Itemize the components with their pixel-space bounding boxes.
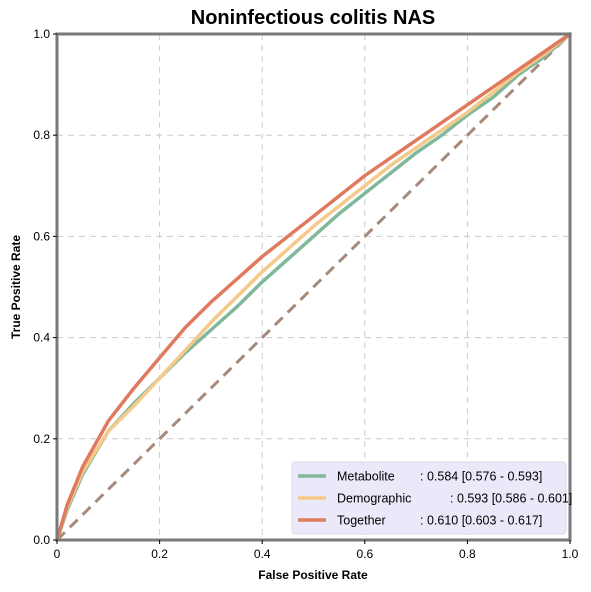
chart-title: Noninfectious colitis NAS bbox=[191, 7, 435, 29]
plot-frame bbox=[55, 32, 572, 542]
x-tick-label: 0.2 bbox=[151, 547, 168, 561]
legend-value-together: : 0.610 [0.603 - 0.617] bbox=[420, 514, 542, 528]
y-tick-label: 0.0 bbox=[33, 533, 50, 547]
x-tick-label: 0 bbox=[54, 547, 61, 561]
y-tick-label: 0.4 bbox=[33, 331, 50, 345]
reference-diagonal-line bbox=[55, 32, 572, 542]
x-tick-label: 0.8 bbox=[459, 547, 476, 561]
legend-label-together: Together bbox=[337, 514, 386, 528]
legend-box bbox=[291, 461, 567, 535]
y-tick-label: 0.2 bbox=[33, 432, 50, 446]
series-lines bbox=[55, 32, 572, 542]
y-tick-label: 0.6 bbox=[33, 229, 50, 243]
series-line-together bbox=[55, 32, 572, 542]
grid bbox=[57, 34, 570, 540]
y-tick-label: 1.0 bbox=[33, 27, 50, 41]
legend-label-metabolite: Metabolite bbox=[337, 470, 395, 484]
legend: Metabolite : 0.584 [0.576 - 0.593] Demogra… bbox=[291, 461, 572, 535]
x-tick-label: 0.6 bbox=[356, 547, 373, 561]
y-ticks: 0.0 0.2 0.4 0.6 0.8 1.0 bbox=[33, 27, 57, 547]
reference-line-group bbox=[55, 32, 572, 542]
legend-value-demographic: : 0.593 [0.586 - 0.601] bbox=[450, 492, 572, 506]
x-tick-label: 1.0 bbox=[562, 547, 579, 561]
y-tick-label: 0.8 bbox=[33, 128, 50, 142]
x-axis-title: False Positive Rate bbox=[258, 568, 368, 582]
x-tick-label: 0.4 bbox=[254, 547, 271, 561]
x-ticks: 0 0.2 0.4 0.6 0.8 1.0 bbox=[54, 540, 579, 561]
y-axis-title: True Positive Rate bbox=[9, 235, 23, 339]
legend-value-metabolite: : 0.584 [0.576 - 0.593] bbox=[420, 470, 542, 484]
legend-label-demographic: Demographic bbox=[337, 492, 411, 506]
series-line-demographic bbox=[55, 32, 572, 542]
